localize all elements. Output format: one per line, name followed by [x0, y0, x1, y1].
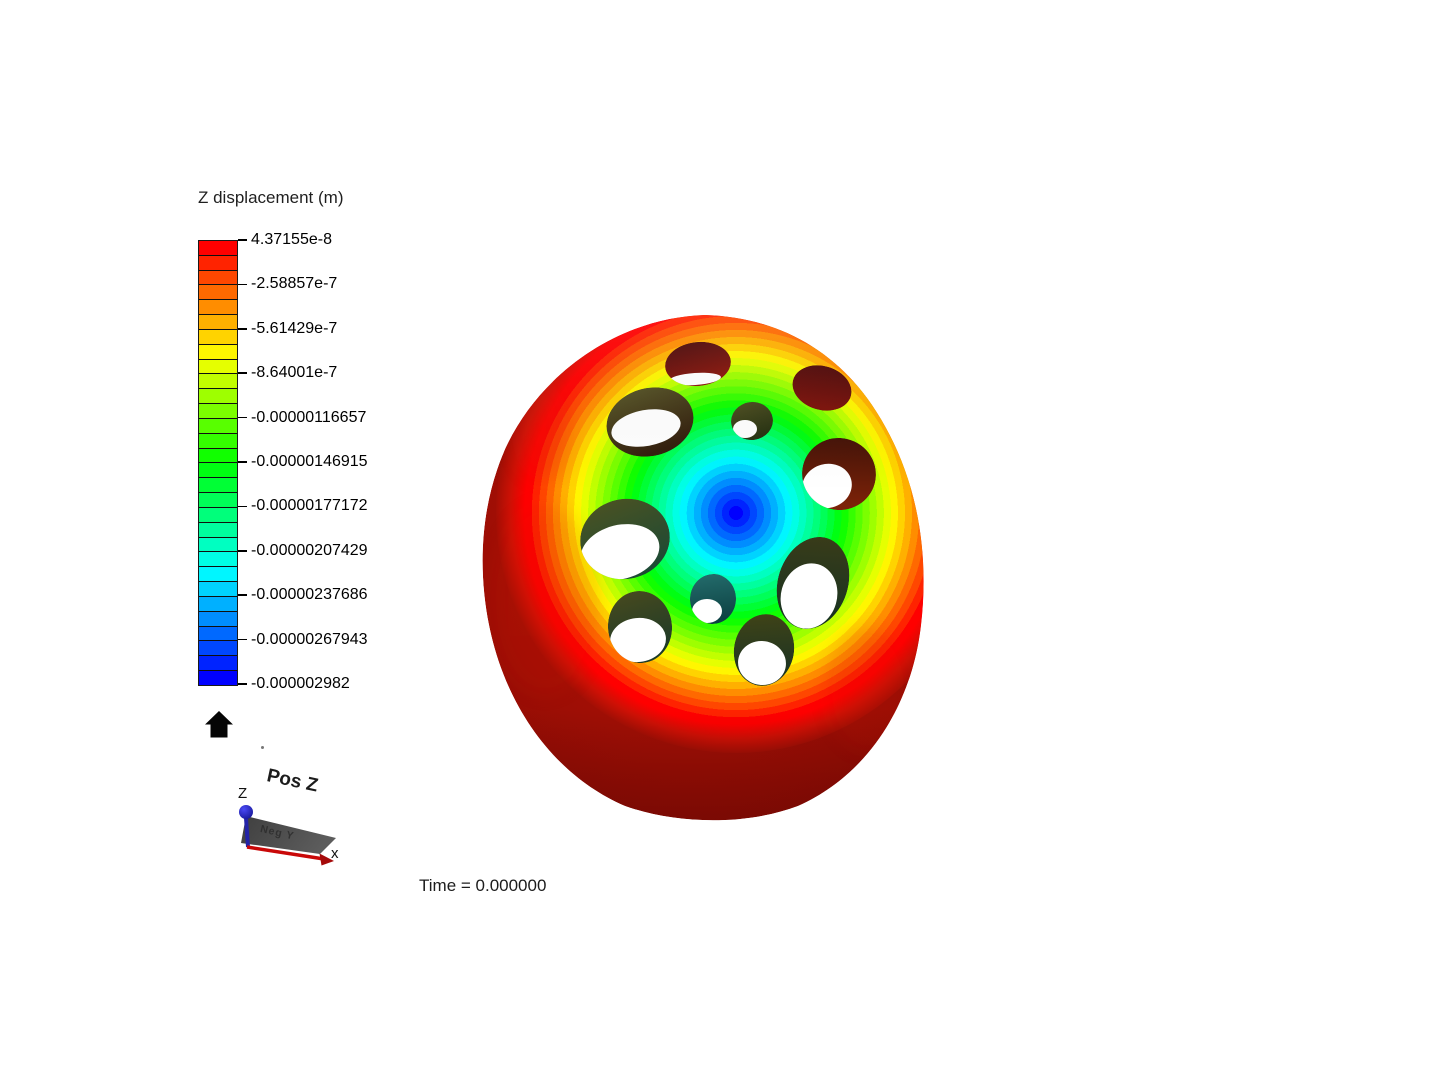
colorbar-segment	[199, 566, 237, 582]
colorbar-tick	[238, 416, 247, 419]
colorbar-segment	[199, 640, 237, 656]
egg-shading	[482, 315, 924, 821]
colorbar-segment	[199, 254, 237, 270]
colorbar-tick-label: -5.61429e-7	[251, 319, 338, 337]
colorbar-tick	[238, 505, 247, 508]
artifact-dot	[261, 746, 264, 749]
colorbar-segment	[199, 241, 237, 255]
egg-shell	[482, 315, 924, 821]
colorbar-segment	[199, 610, 237, 626]
z-axis-line	[244, 817, 250, 848]
colorbar-tick-label: -0.00000237686	[251, 586, 368, 604]
z-axis-ball	[239, 805, 253, 819]
home-icon[interactable]	[204, 709, 236, 741]
colorbar-segment	[199, 492, 237, 507]
colorbar-segment	[199, 655, 237, 671]
x-axis-arrowhead	[319, 853, 334, 866]
colorbar-segment	[199, 343, 237, 359]
colorbar-segment	[199, 506, 237, 522]
colorbar-tick	[238, 239, 247, 241]
colorbar-segment	[199, 284, 237, 300]
colorbar-tick	[238, 328, 247, 330]
colorbar-segment	[199, 595, 237, 611]
home-icon-shape	[205, 711, 233, 738]
colorbar-segment	[199, 417, 237, 433]
colorbar-segment	[199, 670, 237, 685]
colorbar-segment	[199, 358, 237, 374]
colorbar-tick-label: -0.00000267943	[251, 630, 368, 648]
colorbar-segment	[199, 373, 237, 389]
colorbar-segment	[199, 403, 237, 418]
model-render[interactable]	[450, 290, 950, 825]
colorbar-segment	[199, 432, 237, 448]
colorbar-segment	[199, 299, 237, 315]
neg-y-plane	[241, 816, 336, 854]
colorbar-tick	[238, 594, 247, 596]
colorbar-segment	[199, 462, 237, 478]
colorbar-tick	[238, 283, 247, 286]
colorbar-segment	[199, 625, 237, 641]
x-axis-label: x	[331, 845, 339, 862]
colorbar-segment	[199, 269, 237, 285]
x-axis-line	[246, 845, 325, 861]
colorbar-segment	[199, 388, 237, 404]
colorbar-segment	[199, 536, 237, 552]
colorbar-tick-label: -0.00000207429	[251, 541, 368, 559]
colorbar-segment	[199, 581, 237, 596]
colorbar-tick-label: -0.00000116657	[251, 408, 367, 426]
colorbar-tick	[238, 550, 247, 552]
legend-title: Z displacement (m)	[198, 188, 344, 207]
orientation-triad: Z Neg Y x	[238, 785, 339, 866]
colorbar-tick	[238, 461, 247, 463]
colorbar-tick	[238, 638, 247, 641]
colorbar-tick-label: -8.64001e-7	[251, 364, 338, 382]
colorbar-segment	[199, 328, 237, 344]
colorbar-segment	[199, 314, 237, 329]
time-annotation: Time = 0.000000	[419, 876, 547, 895]
colorbar-tick-label: -0.000002982	[251, 675, 350, 692]
colorbar-segment	[199, 551, 237, 567]
colorbar-ticks: 4.37155e-8 -2.58857e-7 -5.61429e-7 -8.64001…	[238, 231, 448, 692]
colorbar-tick	[238, 372, 247, 374]
z-axis-label: Z	[238, 785, 247, 802]
colorbar-segment	[199, 447, 237, 463]
colorbar-segment	[199, 477, 237, 493]
colorbar-tick-label: -2.58857e-7	[251, 275, 338, 293]
colorbar-tick	[238, 683, 247, 685]
colorbar-segment	[199, 521, 237, 537]
colorbar-tick-label: -0.00000146915	[251, 453, 368, 470]
colorbar-tick-label: 4.37155e-8	[251, 231, 332, 248]
colorbar	[198, 240, 238, 686]
colorbar-tick-label: -0.00000177172	[251, 497, 368, 515]
